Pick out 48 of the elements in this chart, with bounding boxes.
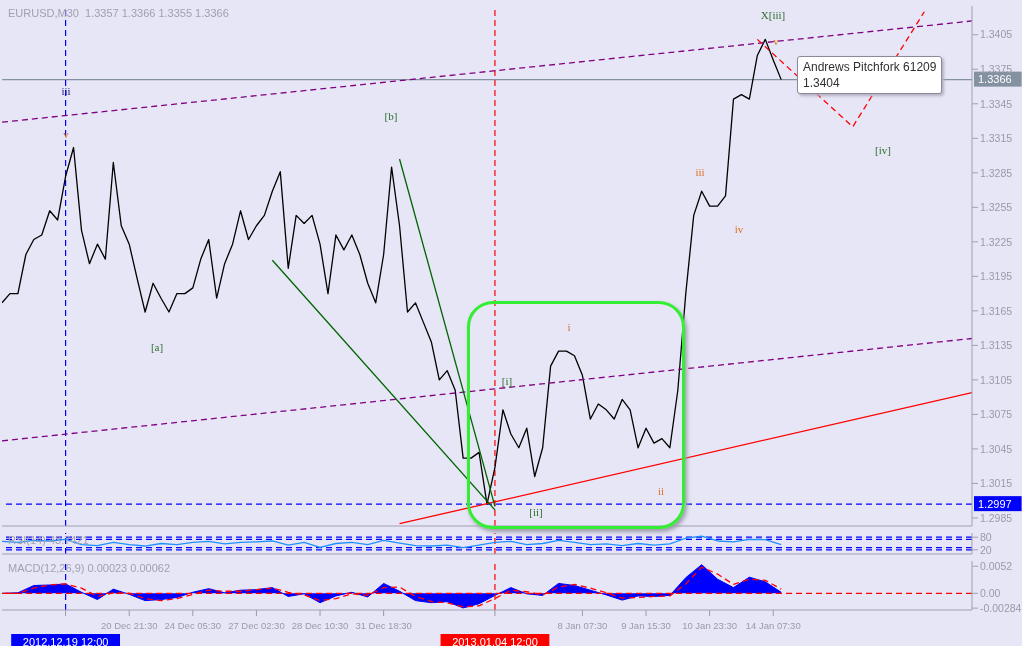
- y-tick-label: 1.3255: [980, 201, 1013, 214]
- annotation: X[iii]: [760, 9, 786, 21]
- y-tick-label: 1.3165: [980, 304, 1013, 317]
- annotation: v: [63, 128, 69, 140]
- y-tick-label: 1.3315: [980, 132, 1013, 145]
- x-tick-label: 9 Jan 15:30: [621, 620, 671, 631]
- annotation: iv: [734, 223, 744, 235]
- y-tick-label: 1.3375: [980, 63, 1013, 75]
- y-tick-label: 1.3345: [980, 97, 1013, 110]
- annotation: Andrews Pitchfork 61209 1.3404: [803, 59, 937, 91]
- y-tick-label: 1.3015: [980, 477, 1013, 490]
- y-tick-label: 80: [980, 530, 992, 543]
- annotation: iii: [61, 85, 71, 97]
- annotation: [ii]: [529, 506, 543, 518]
- y-tick-label: 1.3135: [980, 339, 1013, 352]
- x-tick-label: 10 Jan 23:30: [682, 620, 738, 631]
- x-tick-label: 20 Dec 21:30: [100, 620, 158, 631]
- annotation: [a]: [150, 341, 164, 353]
- ref-line-label: 1.3366: [978, 73, 1012, 86]
- x-tick-label: 28 Dec 10:30: [291, 620, 349, 631]
- x-tick-label: 31 Dec 18:30: [355, 620, 412, 631]
- y-tick-label: 20: [980, 543, 992, 556]
- x-tick-label: 2013.01.04 12:00: [452, 635, 538, 646]
- annotation: [i]: [501, 375, 513, 387]
- y-tick-label: -0.00284: [980, 601, 1022, 614]
- y-tick-label: 0.00: [980, 587, 1001, 600]
- annotation: i: [567, 321, 571, 333]
- x-tick-label: 2012.12.19 12:00: [22, 635, 109, 646]
- y-tick-label: 1.3105: [980, 373, 1013, 386]
- y-tick-label: 1.2985: [980, 511, 1013, 524]
- y-tick-label: 1.3075: [980, 408, 1013, 421]
- y-tick-label: 1.3405: [980, 28, 1013, 41]
- annotation: v: [773, 35, 779, 47]
- y-tick-label: 1.3045: [980, 442, 1013, 455]
- annotation: ii: [657, 485, 665, 497]
- y-tick-label: 1.3225: [980, 235, 1013, 248]
- y-tick-label: 1.3285: [980, 166, 1013, 179]
- x-tick-label: 27 Dec 02:30: [228, 620, 285, 631]
- annotation: iii: [695, 166, 705, 178]
- y-tick-label: 1.3195: [980, 270, 1013, 283]
- ref-line-label: 1.2997: [978, 497, 1012, 510]
- y-tick-label: 0.0052: [980, 559, 1013, 572]
- x-tick-label: 24 Dec 05:30: [164, 620, 222, 631]
- x-tick-label: 14 Jan 07:30: [745, 620, 801, 631]
- x-tick-label: 8 Jan 07:30: [557, 620, 608, 631]
- chart-title: MACD(12,26,9) 0.00023 0.00062: [8, 562, 171, 574]
- annotation: [b]: [384, 110, 398, 122]
- annotation: [iv]: [875, 144, 891, 156]
